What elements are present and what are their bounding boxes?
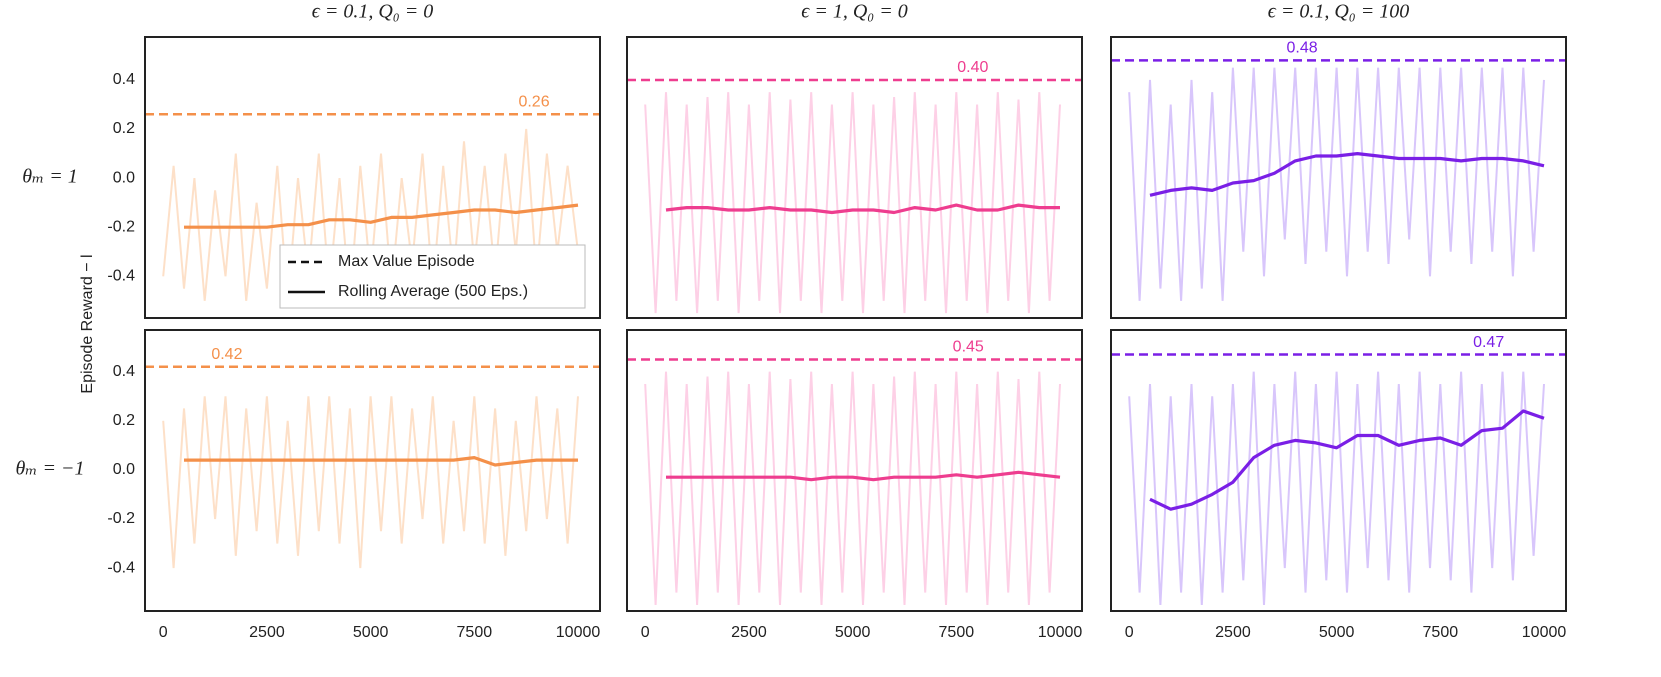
column-title: ϵ = 0.1, Q₀ = 100 <box>1268 1 1409 23</box>
y-tick-label: 0.2 <box>113 120 135 137</box>
y-tick-label: -0.2 <box>107 510 135 527</box>
raw-line <box>644 371 1061 605</box>
x-tick-label: 5000 <box>835 624 871 641</box>
panel-frame <box>1110 329 1567 612</box>
y-tick-label: 0.2 <box>113 412 135 429</box>
plot-area <box>1111 353 1566 605</box>
x-tick-label: 7500 <box>939 624 975 641</box>
max-value-label: 0.40 <box>957 59 988 76</box>
x-tick-label: 2500 <box>731 624 767 641</box>
plot-area <box>627 78 1082 314</box>
max-value-label: 0.26 <box>518 94 549 111</box>
max-value-label: 0.48 <box>1287 40 1318 57</box>
x-tick-label: 2500 <box>1215 624 1251 641</box>
x-tick-label: 0 <box>641 624 650 641</box>
raw-line <box>644 92 1061 314</box>
rolling-average-line <box>1149 409 1545 511</box>
legend-label: Max Value Episode <box>338 253 475 270</box>
rolling-average-line <box>665 203 1060 215</box>
x-tick-label: 10000 <box>1038 624 1083 641</box>
y-tick-label: 0.4 <box>113 71 135 88</box>
x-tick-label: 2500 <box>249 624 285 641</box>
y-tick-label: -0.2 <box>107 218 135 235</box>
panel-frame <box>144 36 601 319</box>
y-axis-label: Episode Reward − l <box>79 254 96 393</box>
max-value-label: 0.45 <box>953 339 984 356</box>
y-tick-label: 0.4 <box>113 363 135 380</box>
plot-area <box>1111 59 1566 301</box>
row-label: θₘ = 1 <box>22 166 78 188</box>
rolling-average-line <box>184 456 578 467</box>
raw-line <box>1128 371 1545 605</box>
x-tick-label: 0 <box>1125 624 1134 641</box>
column-title: ϵ = 1, Q₀ = 0 <box>801 1 907 23</box>
panel-frame <box>626 329 1083 612</box>
max-value-label: 0.42 <box>211 346 242 363</box>
x-tick-label: 7500 <box>457 624 493 641</box>
legend-box <box>279 244 586 309</box>
row-label: θₘ = −1 <box>15 458 84 480</box>
rolling-average-line <box>184 203 579 229</box>
y-tick-label: 0.0 <box>113 461 135 478</box>
x-tick-label: 0 <box>159 624 168 641</box>
plot-area <box>627 358 1082 605</box>
x-tick-label: 10000 <box>556 624 601 641</box>
raw-line <box>1128 67 1545 301</box>
panel-frame <box>144 329 601 612</box>
x-tick-label: 10000 <box>1522 624 1567 641</box>
column-title: ϵ = 0.1, Q₀ = 0 <box>312 1 433 23</box>
max-value-label: 0.47 <box>1473 334 1504 351</box>
x-tick-label: 7500 <box>1423 624 1459 641</box>
panel-frame <box>626 36 1083 319</box>
y-tick-label: 0.0 <box>113 169 135 186</box>
rolling-average-line <box>1149 152 1545 197</box>
panel-frame <box>1110 36 1567 319</box>
rolling-average-line <box>666 470 1061 482</box>
y-tick-label: -0.4 <box>107 559 135 576</box>
x-tick-label: 5000 <box>1319 624 1355 641</box>
plot-area <box>145 365 600 569</box>
raw-line <box>162 396 579 569</box>
x-tick-label: 5000 <box>353 624 389 641</box>
legend-label: Rolling Average (500 Eps.) <box>338 283 528 300</box>
y-tick-label: -0.4 <box>107 267 135 284</box>
